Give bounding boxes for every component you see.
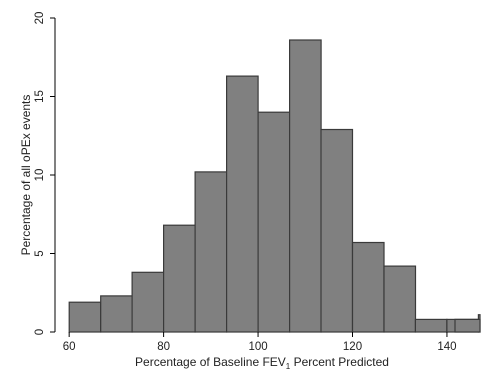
x-tick-label: 100	[248, 341, 267, 353]
histogram-bar	[414, 318, 448, 333]
x-ticks-group: 60 80 100 120 140	[63, 332, 457, 353]
histogram-bar	[383, 265, 417, 333]
histogram-bar	[131, 271, 165, 333]
y-tick-label: 15	[34, 90, 46, 103]
histogram-bar	[351, 241, 385, 333]
y-ticks-group: 0 5 10 15 20	[34, 12, 55, 335]
y-tick-label: 0	[34, 329, 46, 335]
x-tick-label: 80	[157, 341, 170, 353]
histogram-bar	[320, 128, 354, 333]
histogram-bar	[68, 301, 102, 333]
histogram-bar	[100, 295, 133, 333]
y-axis-title: Percentage of all oPEx events	[19, 95, 33, 256]
histogram-bar	[226, 75, 259, 333]
histogram-bar	[289, 39, 322, 333]
bars-group	[68, 39, 481, 333]
histogram-bar	[454, 318, 481, 333]
x-axis-title-main: Percentage of Baseline FEV	[135, 355, 286, 369]
x-tick-label: 120	[343, 341, 362, 353]
x-tick-label: 60	[63, 341, 76, 353]
histogram-bar	[257, 111, 291, 333]
histogram-bar	[163, 224, 196, 333]
x-axis-title-subscript: 1	[286, 362, 291, 371]
y-tick-label: 10	[34, 169, 46, 182]
y-tick-label: 20	[34, 12, 46, 25]
x-tick-label: 140	[437, 341, 456, 353]
x-axis-title: Percentage of Baseline FEV1 Percent Pred…	[135, 355, 389, 371]
y-tick-label: 5	[34, 250, 46, 256]
x-axis-title-rest: Percent Predicted	[290, 355, 389, 369]
histogram-bar	[194, 171, 228, 333]
